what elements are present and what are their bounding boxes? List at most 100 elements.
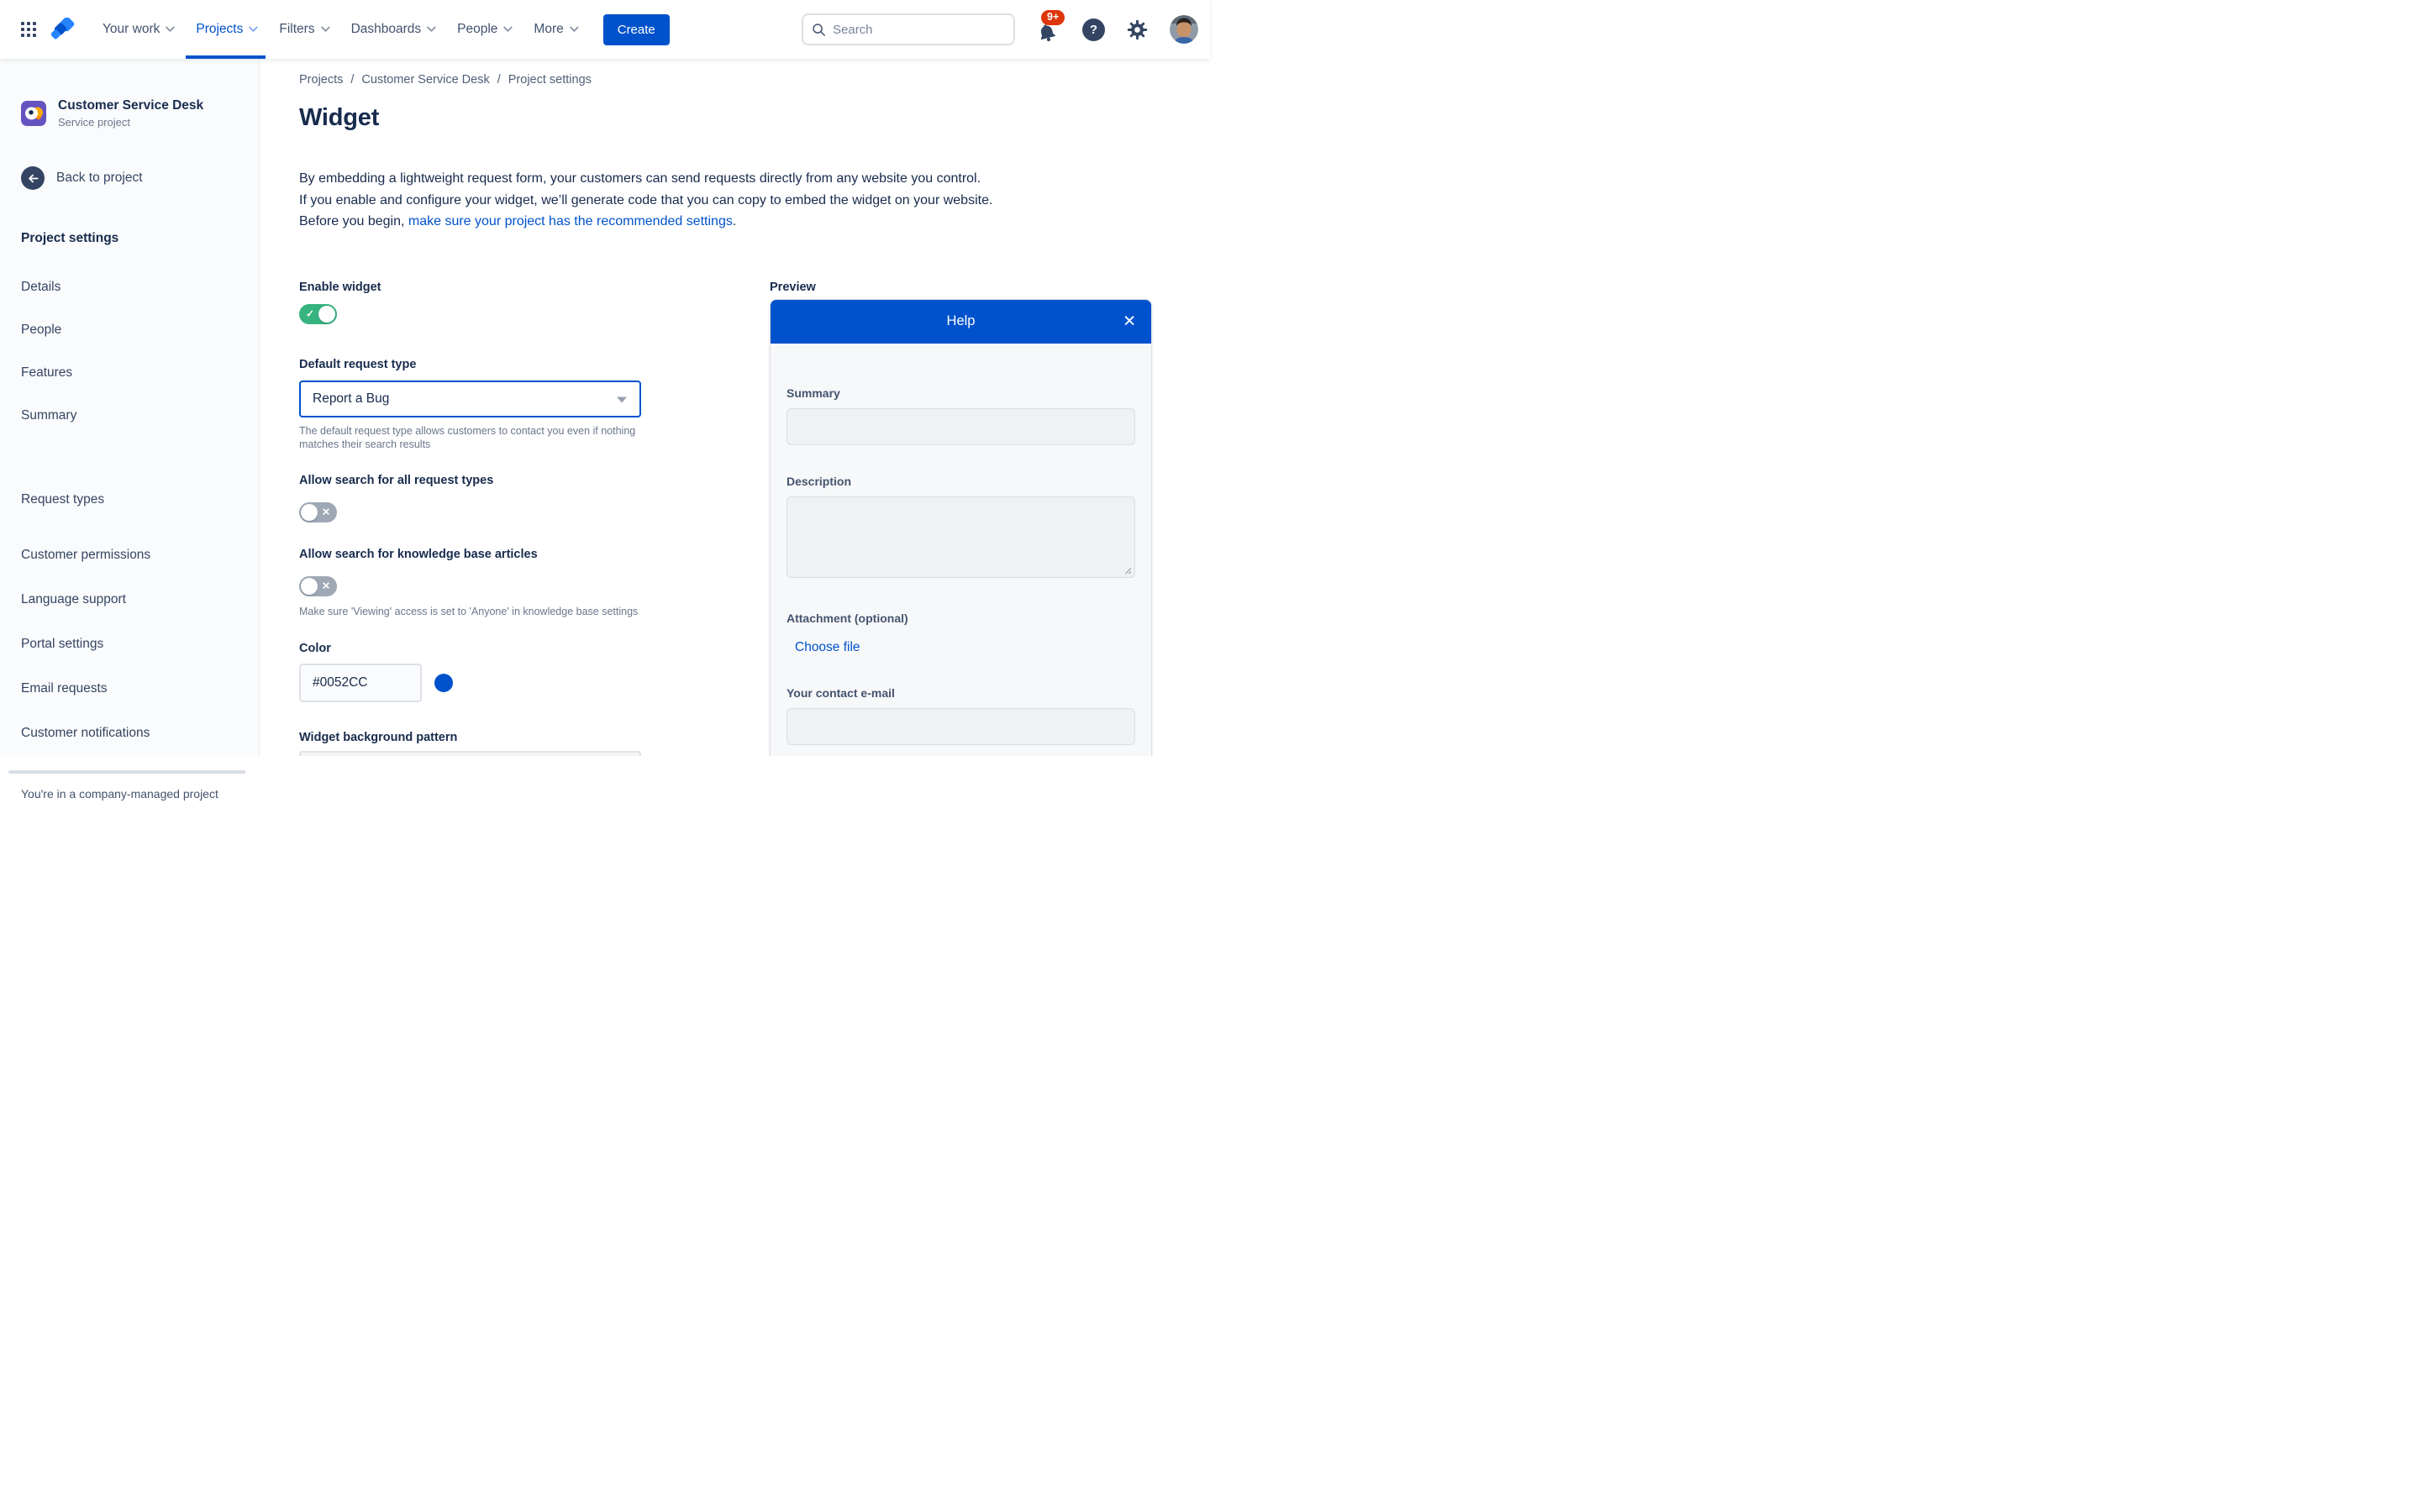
- chevron-down-icon: [166, 22, 176, 32]
- description-label: Description: [786, 474, 852, 488]
- cross-icon: ✕: [321, 580, 330, 592]
- app-switcher-icon[interactable]: [13, 14, 44, 45]
- project-sidebar: Customer Service Desk Service project Ba…: [0, 59, 260, 801]
- sidebar-item-customer-notifications[interactable]: Customer notifications: [21, 726, 150, 740]
- breadcrumb-project[interactable]: Customer Service Desk: [361, 73, 490, 87]
- preview-label: Preview: [770, 280, 816, 294]
- sidebar-footer-divider: [8, 770, 245, 774]
- summary-input[interactable]: [786, 407, 1135, 445]
- help-button[interactable]: ?: [1082, 18, 1105, 41]
- sidebar-group-customer: Customer permissions Language support Po…: [21, 548, 259, 770]
- contact-email-input[interactable]: [786, 707, 1135, 745]
- preview-title: Help: [946, 313, 976, 328]
- allow-search-kb-help: Make sure 'Viewing' access is set to 'An…: [299, 606, 639, 618]
- attachment-label: Attachment (optional): [786, 611, 908, 625]
- intro-line-3-suffix: .: [732, 214, 737, 228]
- nav-label: Filters: [279, 22, 315, 36]
- user-avatar[interactable]: [1170, 15, 1198, 44]
- back-label: Back to project: [56, 171, 143, 185]
- color-value: #0052CC: [313, 675, 368, 690]
- toggle-knob: [301, 504, 318, 522]
- nav-label: Projects: [196, 22, 244, 36]
- sidebar-item-language-support[interactable]: Language support: [21, 592, 126, 606]
- breadcrumb: Projects / Customer Service Desk / Proje…: [299, 73, 1210, 87]
- toggle-knob: [318, 305, 335, 323]
- intro-line-1: By embedding a lightweight request form,…: [299, 171, 981, 186]
- intro-line-3-prefix: Before you begin,: [299, 214, 408, 228]
- allow-search-kb-toggle[interactable]: ✕: [299, 576, 337, 597]
- chevron-down-icon: [503, 22, 513, 32]
- back-arrow-icon: [21, 166, 45, 190]
- sidebar-item-details[interactable]: Details: [21, 280, 61, 294]
- breadcrumb-separator: /: [350, 73, 355, 87]
- nav-label: People: [457, 22, 498, 36]
- chevron-down-icon: [426, 22, 437, 32]
- nav-item-people[interactable]: People: [445, 0, 522, 59]
- sidebar-item-request-types[interactable]: Request types: [21, 492, 105, 507]
- sidebar-item-portal-settings[interactable]: Portal settings: [21, 637, 104, 651]
- nav-item-dashboards[interactable]: Dashboards: [339, 0, 446, 59]
- nav-label: More: [534, 22, 564, 36]
- notification-badge: 9+: [1041, 10, 1065, 25]
- default-request-type-label: Default request type: [299, 357, 417, 371]
- project-avatar-parrot-icon: [21, 101, 46, 126]
- color-swatch[interactable]: [434, 674, 453, 693]
- description-textarea[interactable]: [786, 496, 1135, 578]
- project-type: Service project: [58, 116, 130, 129]
- global-search[interactable]: [802, 13, 1015, 45]
- close-icon[interactable]: ✕: [1123, 312, 1136, 330]
- sidebar-item-features[interactable]: Features: [21, 365, 73, 380]
- preview-body: Summary Description Attachment (optional…: [771, 344, 1151, 757]
- sidebar-item-customer-permissions[interactable]: Customer permissions: [21, 548, 151, 562]
- allow-search-all-toggle[interactable]: ✕: [299, 502, 337, 523]
- jira-logo-icon[interactable]: [49, 15, 77, 44]
- primary-nav: Your work Projects Filters Dashboards Pe…: [91, 0, 588, 59]
- nav-label: Dashboards: [350, 22, 422, 36]
- chevron-down-icon: [569, 22, 579, 32]
- widget-settings-form: Enable widget ✓ Default request type Rep…: [299, 280, 641, 756]
- color-label: Color: [299, 642, 331, 656]
- toggle-knob: [301, 578, 318, 596]
- widget-preview: Preview Help ✕ Summary Description: [770, 280, 1152, 757]
- nav-item-your-work[interactable]: Your work: [91, 0, 184, 59]
- sidebar-item-summary[interactable]: Summary: [21, 408, 77, 423]
- nav-label: Your work: [103, 22, 160, 36]
- intro-line-2: If you enable and configure your widget,…: [299, 192, 993, 207]
- default-request-type-help: The default request type allows customer…: [299, 424, 636, 451]
- enable-widget-toggle[interactable]: ✓: [299, 303, 337, 324]
- allow-search-all-label: Allow search for all request types: [299, 474, 494, 488]
- grid-icon: [21, 22, 36, 37]
- back-to-project-link[interactable]: Back to project: [0, 166, 259, 190]
- content-shell: Customer Service Desk Service project Ba…: [0, 59, 1210, 801]
- page-title: Widget: [299, 104, 380, 131]
- breadcrumb-settings[interactable]: Project settings: [508, 73, 592, 87]
- nav-right-cluster: 9+ ?: [802, 10, 1202, 45]
- enable-widget-label: Enable widget: [299, 280, 381, 294]
- project-name: Customer Service Desk: [58, 98, 204, 113]
- main-content: Projects / Customer Service Desk / Proje…: [260, 59, 1210, 756]
- default-request-type-select[interactable]: Report a Bug: [299, 380, 641, 417]
- resize-handle-icon[interactable]: [1123, 566, 1132, 575]
- sidebar-item-email-requests[interactable]: Email requests: [21, 681, 108, 696]
- search-input[interactable]: [833, 22, 1005, 37]
- nav-item-more[interactable]: More: [522, 0, 587, 59]
- nav-item-projects[interactable]: Projects: [184, 0, 267, 59]
- choose-file-link[interactable]: Choose file: [795, 639, 860, 654]
- nav-item-filters[interactable]: Filters: [267, 0, 339, 59]
- sidebar-item-people[interactable]: People: [21, 323, 62, 337]
- cross-icon: ✕: [321, 506, 330, 518]
- bell-icon: [1040, 24, 1055, 42]
- contact-email-label: Your contact e-mail: [786, 685, 895, 700]
- summary-label: Summary: [786, 386, 840, 400]
- recommended-settings-link[interactable]: make sure your project has the recommend…: [408, 214, 733, 228]
- avatar-photo: [1170, 15, 1198, 44]
- background-pattern-select[interactable]: None: [299, 751, 641, 756]
- color-input[interactable]: #0052CC: [299, 664, 422, 703]
- app-window: Your work Projects Filters Dashboards Pe…: [0, 0, 1210, 801]
- dropdown-arrow-icon: [617, 396, 627, 403]
- check-icon: ✓: [306, 307, 315, 320]
- settings-button[interactable]: [1126, 18, 1149, 41]
- breadcrumb-projects[interactable]: Projects: [299, 73, 344, 87]
- notifications-button[interactable]: 9+: [1036, 10, 1065, 44]
- create-button[interactable]: Create: [602, 13, 670, 45]
